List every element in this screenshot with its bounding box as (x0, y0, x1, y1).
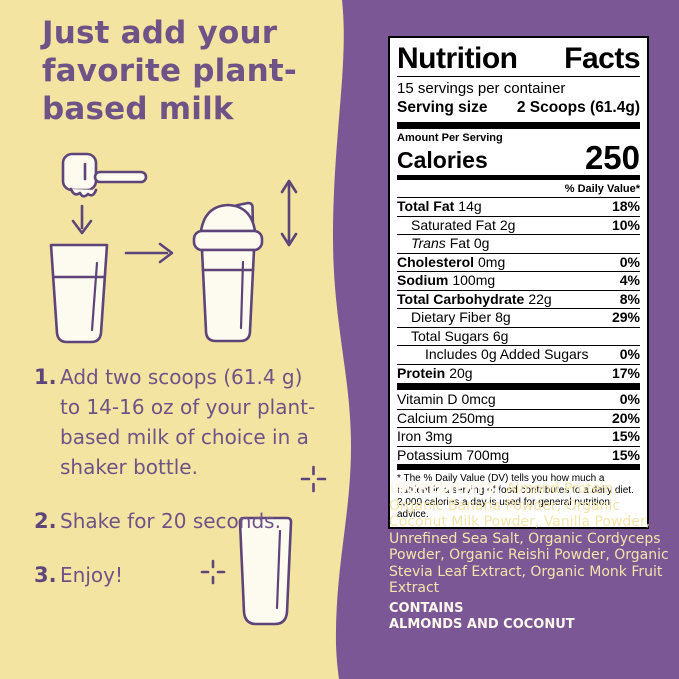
ingredients-label: INGREDIENTS: (389, 481, 502, 497)
step-2: 2. Shake for 20 seconds. (34, 506, 334, 536)
step-1: 1. Add two scoops (61.4 g) to 14-16 oz o… (34, 362, 334, 482)
nutrient-amount: 14g (458, 198, 482, 214)
divider-bar (397, 122, 640, 129)
vitamin-row: Calcium 250mg 20% (397, 408, 640, 428)
headline-line-3: based milk (42, 91, 234, 127)
nutrient-dv: 18% (611, 198, 640, 214)
vitamin-row: Vitamin D 0mcg 0% (397, 391, 640, 409)
nutrient-amount: 8g (495, 309, 511, 325)
nutrition-row: Protein 20g 17% (397, 363, 640, 383)
nutrient-name: Dietary Fiber (411, 309, 492, 325)
nutrition-facts-label: Nutrition Facts 15 servings per containe… (388, 36, 649, 529)
nutrient-amount: Fat 0g (449, 235, 490, 251)
headline-line-2: favorite plant- (42, 53, 297, 89)
nutrient-dv: 0% (619, 346, 640, 362)
nutrient-name: Total Carbohydrate (397, 290, 525, 307)
nutrient-name: Total Fat (397, 198, 455, 214)
nutrient-amount: 250mg (451, 409, 495, 426)
nutrient-dv: 15% (611, 446, 640, 463)
nutrient-name: Potassium (397, 446, 463, 463)
nutrition-row: Trans Fat 0g (397, 234, 640, 253)
step-3: 3. Enjoy! (34, 560, 334, 590)
nutrient-name: Iron (397, 428, 422, 444)
headline: Just add your favorite plant- based milk (42, 14, 362, 128)
nutrient-dv: 20% (611, 409, 640, 426)
instructions-list: 1. Add two scoops (61.4 g) to 14-16 oz o… (34, 362, 334, 614)
nutrient-dv: 8% (619, 290, 640, 307)
nutrient-amount: 100mg (452, 272, 496, 288)
daily-value-header: % Daily Value* (564, 183, 640, 195)
serving-size-row: Serving size 2 Scoops (61.4g) (397, 98, 640, 122)
nutrient-amount: 22g (528, 290, 552, 307)
step-text: Shake for 20 seconds. (60, 509, 281, 533)
nutrient-name: Calcium (397, 409, 448, 426)
nutrition-row: Total Fat 14g 18% (397, 197, 640, 216)
divider-bar (397, 175, 640, 180)
serving-size-value: 2 Scoops (61.4g) (516, 99, 640, 116)
nutrition-row: Total Sugars 6g (397, 326, 640, 346)
nutrient-name: Cholesterol (397, 253, 475, 270)
serving-size-label: Serving size (397, 99, 488, 116)
nutrient-name: Total Sugars (411, 327, 489, 344)
nutrient-name: Includes 0g Added Sugars (425, 346, 589, 362)
amount-per-serving: Amount Per Serving (397, 132, 503, 144)
nutrient-amount: 0mcg (461, 391, 496, 407)
vitamin-row: Iron 3mg 15% (397, 427, 640, 446)
step-number: 2. (34, 509, 57, 533)
nutrient-name: Saturated Fat (411, 216, 496, 233)
step-text: Enjoy! (60, 563, 123, 587)
nutrient-dv: 29% (611, 309, 640, 325)
nutrient-amount: 6g (492, 327, 509, 344)
nutrient-amount: 2g (499, 216, 516, 233)
ingredients-text: Almond Protein, Organic Banana Powder, O… (389, 481, 669, 596)
nutrient-dv: 10% (611, 216, 640, 233)
servings-per-container: 15 servings per container (397, 80, 566, 97)
nutrient-dv: 4% (619, 272, 640, 288)
nutrient-dv: 15% (611, 428, 640, 444)
headline-line-1: Just add your (42, 15, 278, 51)
nutrient-amount: 20g (449, 364, 473, 381)
nutrition-row: Dietary Fiber 8g 29% (397, 308, 640, 327)
calories-label: Calories (397, 147, 488, 173)
nutrition-row: Saturated Fat 2g 10% (397, 215, 640, 235)
nutrition-row: Cholesterol 0mg 0% (397, 252, 640, 272)
divider-bar (397, 464, 640, 470)
contains-label: CONTAINS (389, 601, 464, 616)
divider-bar (397, 383, 640, 390)
daily-value-footnote: * The % Daily Value (DV) tells you how m… (397, 473, 634, 520)
nutrient-name: Vitamin D (397, 391, 458, 407)
calories-value: 250 (584, 139, 640, 176)
nutrient-name: Trans (411, 235, 446, 251)
contains-section: CONTAINS ALMONDS AND COCONUT (389, 601, 669, 633)
nutrient-dv: 0% (619, 253, 640, 270)
nutrient-name: Sodium (397, 272, 449, 288)
nutrient-dv: 17% (611, 364, 640, 381)
nutrient-dv: 0% (619, 391, 640, 407)
step-text: Add two scoops (61.4 g) to 14-16 oz of y… (60, 365, 316, 479)
ingredients-section: INGREDIENTS: Almond Protein, Organic Bana… (389, 481, 669, 597)
nutrition-row: Total Carbohydrate 22g 8% (397, 289, 640, 309)
nutrition-row: Includes 0g Added Sugars 0% (397, 345, 640, 364)
step-number: 1. (34, 365, 57, 389)
nutrient-amount: 700mg (466, 446, 510, 463)
nutrition-row: Sodium 100mg 4% (397, 271, 640, 290)
calories-row: Calories 250 (397, 139, 640, 176)
step-number: 3. (34, 563, 57, 587)
nutrient-amount: 0mg (478, 253, 506, 270)
nutrient-amount: 3mg (425, 428, 453, 444)
nutrition-facts-title: Nutrition Facts (397, 42, 641, 77)
contains-text: ALMONDS AND COCONUT (389, 617, 575, 632)
nutrient-name: Protein (397, 364, 446, 381)
vitamin-row: Potassium 700mg 15% (397, 445, 640, 465)
